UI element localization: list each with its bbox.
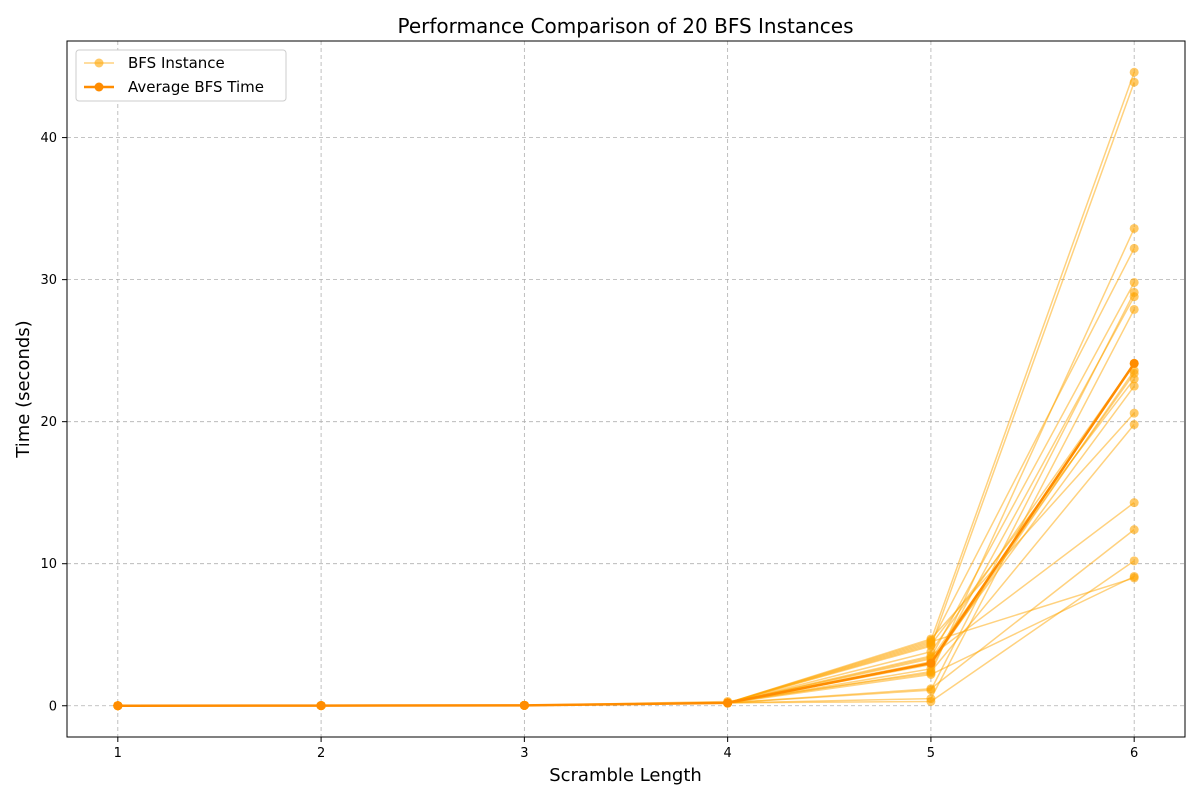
series-bfs-instance-19 xyxy=(113,571,1139,711)
series-bfs-instance-4 xyxy=(113,243,1139,711)
x-tick-label: 6 xyxy=(1130,746,1138,761)
data-point xyxy=(1129,498,1139,508)
legend-label-bfs-instance: BFS Instance xyxy=(128,54,225,72)
series-line xyxy=(117,577,1135,707)
series-bfs-instance-16 xyxy=(113,525,1139,711)
data-point xyxy=(926,696,936,706)
data-point xyxy=(926,670,936,680)
data-point xyxy=(1129,243,1139,253)
average-line xyxy=(117,362,1136,707)
y-tick-label: 30 xyxy=(40,273,57,288)
plot-frame xyxy=(66,40,1186,738)
y-tick-label: 40 xyxy=(40,131,57,146)
average-data-point xyxy=(316,701,326,711)
series-line xyxy=(117,370,1135,707)
series-line xyxy=(117,502,1135,707)
series-line xyxy=(117,412,1135,707)
series-line xyxy=(117,282,1135,707)
data-point xyxy=(1129,420,1139,430)
x-tick-label: 2 xyxy=(317,746,325,761)
legend-item-average: Average BFS Time xyxy=(84,78,264,96)
data-point xyxy=(1129,368,1139,378)
chart-title: Performance Comparison of 20 BFS Instanc… xyxy=(397,14,853,38)
data-point xyxy=(1129,292,1139,302)
series-line xyxy=(117,363,1135,707)
data-point xyxy=(1129,67,1139,77)
series-line xyxy=(117,228,1135,707)
data-point xyxy=(1129,571,1139,581)
legend-average-marker xyxy=(94,82,104,92)
legend-box xyxy=(75,49,287,102)
y-tick-label: 10 xyxy=(40,557,57,572)
x-tick-label: 3 xyxy=(520,746,528,761)
data-point xyxy=(1129,525,1139,535)
series-line xyxy=(117,575,1135,707)
series-line xyxy=(117,81,1135,707)
series-bfs-instance-5 xyxy=(113,277,1139,711)
axis-ticks: 1 2 3 4 5 6 0 10 20 30 40 xyxy=(40,131,1138,761)
data-point xyxy=(1129,223,1139,233)
average-data-point xyxy=(519,700,529,710)
average-data-point xyxy=(926,658,936,668)
data-point xyxy=(1129,277,1139,287)
instance-series-group xyxy=(113,67,1139,711)
series-bfs-instance-11 xyxy=(113,374,1139,711)
data-point xyxy=(1129,381,1139,391)
series-bfs-instance-9 xyxy=(113,358,1139,711)
data-point xyxy=(926,684,936,694)
x-tick-label: 1 xyxy=(114,746,122,761)
series-bfs-instance-12 xyxy=(113,381,1139,711)
data-point xyxy=(1129,77,1139,87)
average-data-point xyxy=(723,698,733,708)
data-point xyxy=(926,637,936,647)
x-axis-label: Scramble Length xyxy=(549,765,702,786)
y-axis-label: Time (seconds) xyxy=(13,320,34,458)
series-bfs-instance-15 xyxy=(113,498,1139,711)
series-bfs-instance-7 xyxy=(113,292,1139,711)
y-tick-label: 20 xyxy=(40,415,57,430)
series-line xyxy=(117,372,1135,707)
average-series-group xyxy=(113,358,1139,711)
series-bfs-instance-1 xyxy=(113,67,1139,711)
x-tick-label: 4 xyxy=(723,746,731,761)
series-line xyxy=(117,378,1135,707)
legend-item-bfs-instance: BFS Instance xyxy=(84,54,225,72)
series-line xyxy=(117,296,1135,707)
series-bfs-instance-14 xyxy=(113,420,1139,711)
series-line xyxy=(117,248,1135,707)
data-point xyxy=(1129,408,1139,418)
series-bfs-instance-3 xyxy=(113,223,1139,711)
average-data-point xyxy=(113,701,123,711)
x-tick-label: 5 xyxy=(927,746,935,761)
data-point xyxy=(1129,304,1139,314)
series-line xyxy=(117,309,1135,707)
legend-instance-marker xyxy=(94,58,104,68)
data-point xyxy=(1129,556,1139,566)
legend-label-average: Average BFS Time xyxy=(128,78,264,96)
y-tick-label: 0 xyxy=(49,699,57,714)
legend: BFS Instance Average BFS Time xyxy=(75,49,287,102)
average-data-point xyxy=(1129,358,1139,368)
series-bfs-instance-8 xyxy=(113,304,1139,711)
